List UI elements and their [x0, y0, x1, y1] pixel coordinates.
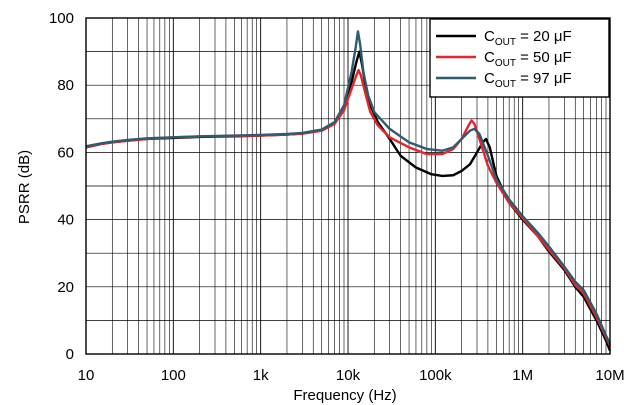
x-tick-label: 100k: [419, 367, 452, 384]
x-tick-label: 100: [161, 367, 186, 384]
y-tick-label: 40: [57, 212, 74, 229]
plot-frame: [85, 17, 611, 355]
x-tick-label: 1M: [512, 367, 533, 384]
y-tick-label: 60: [57, 144, 74, 161]
y-tick-label: 80: [57, 77, 74, 94]
series-lines: [85, 30, 612, 352]
legend-label: COUT = 97 μF: [484, 70, 572, 90]
x-tick-label: 10M: [595, 367, 624, 384]
grid-lines: [85, 17, 610, 355]
legend-label: COUT = 50 μF: [484, 49, 572, 69]
x-tick-label: 10k: [336, 367, 361, 384]
series-line-3: [85, 30, 612, 345]
x-tick-label: 10: [78, 367, 95, 384]
x-axis-title: Frequency (Hz): [293, 387, 396, 404]
y-tick-label: 100: [49, 10, 74, 27]
tick-labels: 10 100 1k 10k 100k 1M 10M 0 20 40 60 80 100: [49, 10, 625, 384]
axes-frame: [85, 17, 611, 355]
y-tick-label: 20: [57, 279, 74, 296]
legend-label: COUT = 20 μF: [484, 28, 572, 48]
x-tick-label: 1k: [253, 367, 269, 384]
y-tick-label: 0: [66, 346, 74, 363]
y-axis-title: PSRR (dB): [16, 150, 33, 224]
